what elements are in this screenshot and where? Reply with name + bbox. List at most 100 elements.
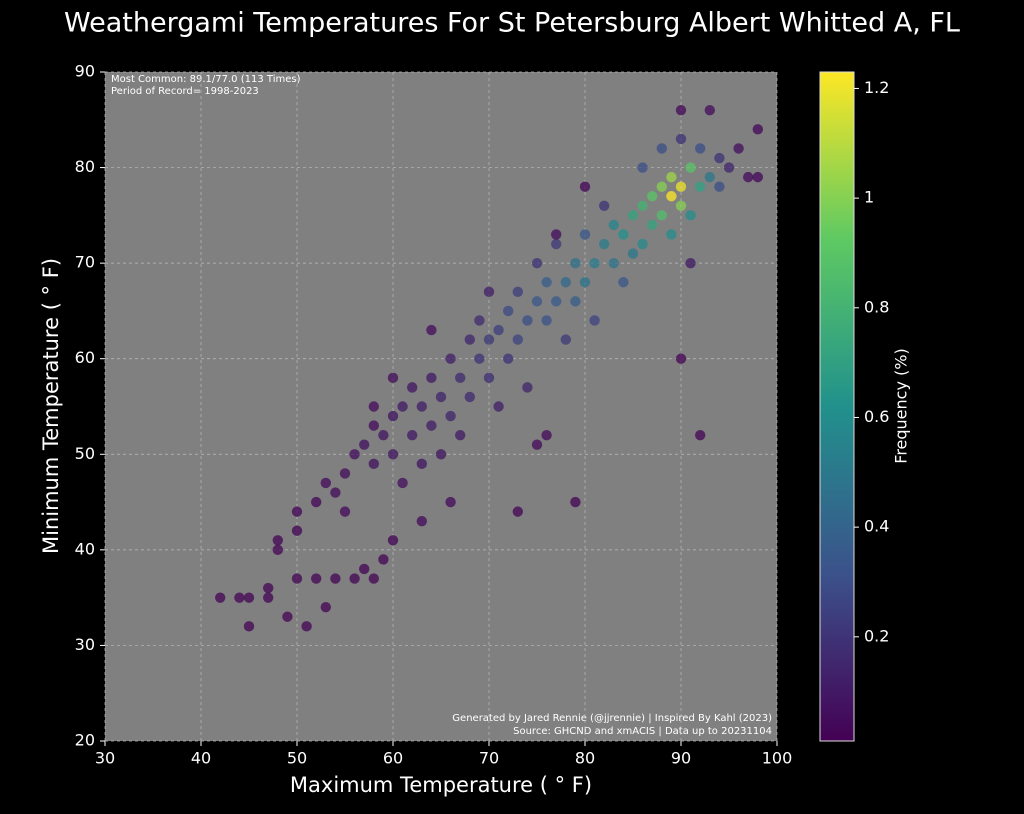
point xyxy=(695,429,706,441)
point xyxy=(714,181,725,192)
point xyxy=(647,191,658,202)
point xyxy=(704,105,715,116)
point xyxy=(541,429,552,441)
point xyxy=(474,315,485,326)
point xyxy=(560,277,571,288)
point xyxy=(723,162,735,173)
point xyxy=(531,257,543,269)
point xyxy=(455,372,466,384)
colorbar-tick-label: 1 xyxy=(864,188,874,207)
point xyxy=(407,429,418,441)
point xyxy=(291,573,303,584)
point xyxy=(579,277,591,288)
plot-area xyxy=(105,72,777,741)
point xyxy=(618,229,629,240)
point xyxy=(378,554,389,565)
point xyxy=(234,592,245,603)
point xyxy=(685,257,696,269)
point xyxy=(685,210,696,221)
point xyxy=(714,152,725,164)
point xyxy=(483,286,495,298)
point xyxy=(599,200,610,211)
point xyxy=(666,171,677,183)
x-tick-label: 70 xyxy=(479,749,499,768)
point xyxy=(397,401,408,412)
point xyxy=(493,324,504,336)
point xyxy=(387,535,399,546)
point xyxy=(272,535,283,546)
point xyxy=(637,200,648,211)
chart-title: Weathergami Temperatures For St Petersbu… xyxy=(64,8,960,39)
x-tick-label: 90 xyxy=(671,749,691,768)
point xyxy=(426,324,437,336)
point xyxy=(445,496,456,508)
point xyxy=(675,200,687,211)
y-tick-label: 50 xyxy=(75,444,95,463)
y-tick-label: 90 xyxy=(75,62,95,81)
point xyxy=(368,573,379,584)
point xyxy=(541,277,552,288)
x-tick-label: 50 xyxy=(287,749,307,768)
point xyxy=(416,515,427,527)
point xyxy=(551,229,562,240)
point xyxy=(301,621,312,632)
point xyxy=(666,191,677,202)
colorbar-tick-label: 0.4 xyxy=(864,517,889,536)
point xyxy=(512,286,523,298)
y-tick-label: 80 xyxy=(75,157,95,176)
point xyxy=(493,401,504,412)
point xyxy=(243,621,255,632)
point xyxy=(579,229,591,240)
point xyxy=(599,238,610,250)
point xyxy=(330,487,341,498)
point xyxy=(330,573,341,584)
point xyxy=(464,391,475,403)
point xyxy=(483,372,495,384)
point xyxy=(368,420,379,431)
point xyxy=(560,334,571,345)
point xyxy=(627,248,639,259)
colorbar-label: Frequency (%) xyxy=(892,348,911,463)
point xyxy=(349,449,360,460)
point xyxy=(695,181,706,192)
point xyxy=(291,525,303,536)
point xyxy=(752,171,763,183)
point xyxy=(704,171,715,183)
annotation: Source: GHCND and xmACIS | Data up to 20… xyxy=(513,726,772,737)
point xyxy=(272,544,283,556)
point xyxy=(349,573,360,584)
point xyxy=(522,382,533,393)
point xyxy=(608,257,619,269)
point xyxy=(445,353,456,364)
point xyxy=(368,401,379,412)
x-tick-label: 80 xyxy=(575,749,595,768)
y-tick-label: 70 xyxy=(75,253,95,272)
point xyxy=(282,611,293,622)
point xyxy=(243,592,255,603)
y-axis-label: Minimum Temperature ( ° F) xyxy=(39,258,63,554)
point xyxy=(263,582,274,594)
x-tick-label: 100 xyxy=(762,749,793,768)
point xyxy=(407,382,418,393)
point xyxy=(263,592,274,603)
point xyxy=(368,458,379,470)
point xyxy=(291,506,303,517)
point xyxy=(512,506,523,517)
x-tick-label: 60 xyxy=(383,749,403,768)
point xyxy=(474,353,485,364)
point xyxy=(695,143,706,154)
point xyxy=(589,257,600,269)
point xyxy=(666,229,677,240)
point xyxy=(378,429,389,441)
point xyxy=(531,439,543,450)
point xyxy=(483,334,495,345)
x-tick-label: 30 xyxy=(95,749,115,768)
y-tick-label: 20 xyxy=(75,731,95,750)
colorbar-tick-label: 1.2 xyxy=(864,78,889,97)
point xyxy=(522,315,533,326)
point xyxy=(435,449,447,460)
point xyxy=(685,162,696,173)
point xyxy=(608,219,619,231)
point xyxy=(675,133,687,145)
